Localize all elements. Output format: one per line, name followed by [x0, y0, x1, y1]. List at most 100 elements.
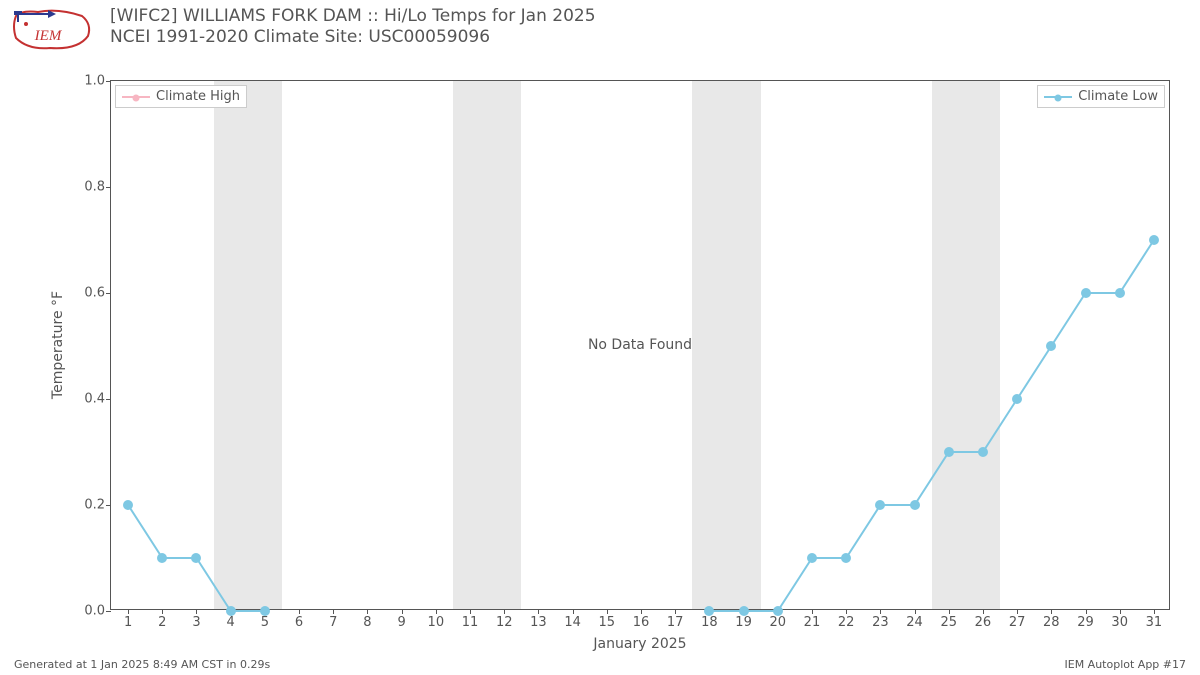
y-tick-label: 0.4: [84, 392, 105, 407]
climate-low-marker: [1012, 394, 1022, 404]
legend-climate-high: Climate High: [115, 85, 247, 108]
x-tick-label: 9: [398, 615, 406, 630]
y-tick-label: 0.0: [84, 604, 105, 619]
x-tick-label: 4: [227, 615, 235, 630]
climate-low-marker: [739, 606, 749, 616]
x-tick-mark: [607, 609, 608, 614]
x-tick-mark: [333, 609, 334, 614]
y-axis-label: Temperature °F: [50, 291, 66, 399]
x-tick-label: 26: [975, 615, 992, 630]
x-tick-label: 10: [428, 615, 445, 630]
x-tick-mark: [1051, 609, 1052, 614]
climate-low-marker: [157, 553, 167, 563]
climate-low-marker: [978, 447, 988, 457]
x-tick-label: 21: [804, 615, 821, 630]
climate-low-marker: [1046, 341, 1056, 351]
climate-low-marker: [841, 553, 851, 563]
x-axis-label: January 2025: [593, 636, 686, 652]
y-tick-label: 1.0: [84, 74, 105, 89]
x-tick-mark: [162, 609, 163, 614]
climate-low-marker: [1081, 288, 1091, 298]
x-tick-label: 2: [158, 615, 166, 630]
x-tick-label: 19: [735, 615, 752, 630]
legend-low-swatch: [1044, 96, 1072, 98]
x-tick-label: 14: [564, 615, 581, 630]
x-tick-label: 7: [329, 615, 337, 630]
x-tick-mark: [402, 609, 403, 614]
x-tick-mark: [812, 609, 813, 614]
climate-low-marker: [875, 500, 885, 510]
climate-low-marker: [260, 606, 270, 616]
x-tick-label: 8: [363, 615, 371, 630]
y-tick-mark: [106, 611, 111, 612]
legend-low-label: Climate Low: [1078, 89, 1158, 104]
legend-climate-low: Climate Low: [1037, 85, 1165, 108]
x-tick-label: 30: [1111, 615, 1128, 630]
x-tick-label: 25: [940, 615, 957, 630]
climate-low-marker: [704, 606, 714, 616]
iem-logo: IEM: [8, 6, 94, 58]
climate-low-marker: [773, 606, 783, 616]
x-tick-mark: [299, 609, 300, 614]
x-tick-mark: [436, 609, 437, 614]
climate-low-marker: [1115, 288, 1125, 298]
x-tick-label: 28: [1043, 615, 1060, 630]
x-tick-mark: [880, 609, 881, 614]
x-tick-mark: [1154, 609, 1155, 614]
y-tick-mark: [106, 505, 111, 506]
x-tick-label: 13: [530, 615, 547, 630]
x-tick-mark: [983, 609, 984, 614]
x-tick-label: 17: [667, 615, 684, 630]
climate-low-marker: [910, 500, 920, 510]
climate-low-marker: [1149, 235, 1159, 245]
x-tick-mark: [504, 609, 505, 614]
y-tick-label: 0.2: [84, 498, 105, 513]
x-tick-mark: [196, 609, 197, 614]
climate-low-marker: [191, 553, 201, 563]
x-tick-label: 6: [295, 615, 303, 630]
x-tick-mark: [128, 609, 129, 614]
footer-app: IEM Autoplot App #17: [1065, 658, 1187, 671]
svg-text:IEM: IEM: [34, 28, 63, 44]
chart-title: [WIFC2] WILLIAMS FORK DAM :: Hi/Lo Temps…: [110, 6, 596, 49]
x-tick-label: 29: [1077, 615, 1094, 630]
x-tick-label: 5: [261, 615, 269, 630]
x-tick-mark: [949, 609, 950, 614]
y-tick-label: 0.8: [84, 180, 105, 195]
x-tick-mark: [1017, 609, 1018, 614]
x-tick-label: 31: [1146, 615, 1163, 630]
legend-high-label: Climate High: [156, 89, 240, 104]
climate-low-marker: [123, 500, 133, 510]
title-line-1: [WIFC2] WILLIAMS FORK DAM :: Hi/Lo Temps…: [110, 6, 596, 27]
x-tick-label: 16: [633, 615, 650, 630]
x-tick-mark: [470, 609, 471, 614]
plot-area: No Data Found Climate High Climate Low 0…: [110, 80, 1170, 610]
x-tick-mark: [1086, 609, 1087, 614]
x-tick-label: 20: [769, 615, 786, 630]
x-tick-mark: [915, 609, 916, 614]
x-tick-label: 27: [1009, 615, 1026, 630]
x-tick-mark: [675, 609, 676, 614]
x-tick-mark: [367, 609, 368, 614]
footer-generated: Generated at 1 Jan 2025 8:49 AM CST in 0…: [14, 658, 270, 671]
x-tick-label: 12: [496, 615, 513, 630]
title-line-2: NCEI 1991-2020 Climate Site: USC00059096: [110, 27, 596, 48]
climate-low-marker: [807, 553, 817, 563]
climate-low-marker: [944, 447, 954, 457]
x-tick-label: 23: [872, 615, 889, 630]
x-tick-label: 11: [462, 615, 479, 630]
x-tick-label: 22: [838, 615, 855, 630]
x-tick-label: 15: [599, 615, 616, 630]
x-tick-label: 3: [192, 615, 200, 630]
y-tick-label: 0.6: [84, 286, 105, 301]
legend-high-swatch: [122, 96, 150, 98]
x-tick-mark: [641, 609, 642, 614]
y-tick-mark: [106, 81, 111, 82]
x-tick-mark: [846, 609, 847, 614]
x-tick-mark: [1120, 609, 1121, 614]
y-tick-mark: [106, 293, 111, 294]
x-tick-label: 1: [124, 615, 132, 630]
y-tick-mark: [106, 187, 111, 188]
climate-low-marker: [226, 606, 236, 616]
no-data-annotation: No Data Found: [588, 337, 692, 353]
